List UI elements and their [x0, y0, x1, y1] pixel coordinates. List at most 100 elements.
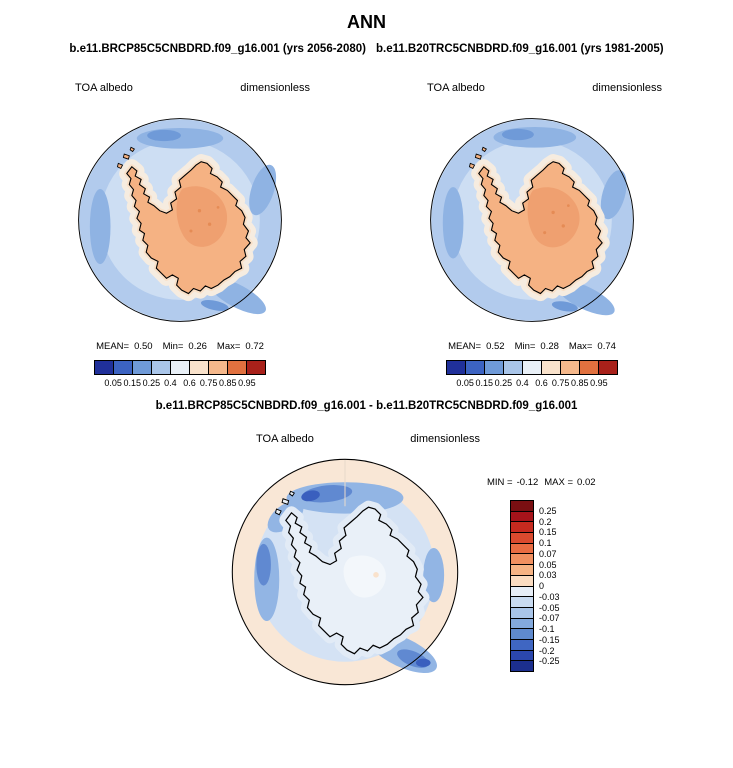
- colorbar-tick-label: 0.85: [219, 378, 237, 388]
- colorbar-cell: [511, 501, 533, 512]
- case-subtitle-row: b.e11.BRCP85C5CNBDRD.f09_g16.001 (yrs 20…: [0, 43, 733, 55]
- colorbar-tick-label: 0.05: [456, 378, 474, 388]
- colorbar-cell: [511, 575, 533, 587]
- colorbar-tick-label: -0.05: [539, 602, 560, 613]
- diff-panel-header: TOA albedo dimensionless: [256, 433, 480, 445]
- min-value: 0.28: [540, 341, 559, 352]
- colorbar-tick-label: -0.25: [539, 656, 560, 667]
- min-value: 0.26: [188, 341, 207, 352]
- units-label: dimensionless: [592, 82, 662, 94]
- colorbar-tick-label: 0.6: [183, 378, 196, 388]
- albedo-colorbar-ticks: 0.05 0.15 0.25 0.4 0.6 0.75 0.85 0.95: [94, 378, 266, 390]
- albedo-colorbar: [94, 360, 266, 375]
- field-label: TOA albedo: [256, 433, 314, 445]
- colorbar-cell: [511, 533, 533, 544]
- albedo-map-20thc: [430, 118, 634, 322]
- colorbar-cell: [190, 361, 209, 374]
- albedo-colorbar-ticks: 0.05 0.15 0.25 0.4 0.6 0.75 0.85 0.95: [446, 378, 618, 390]
- colorbar-cell: [95, 361, 114, 374]
- diff-max-value: 0.02: [577, 477, 596, 488]
- max-label: Max=: [216, 341, 241, 352]
- field-label: TOA albedo: [75, 82, 133, 94]
- colorbar-tick-label: 0.07: [539, 548, 557, 559]
- colorbar-cell: [511, 607, 533, 619]
- colorbar-cell: [511, 543, 533, 555]
- panel-rcp85: TOA albedo dimensionless: [30, 82, 330, 390]
- colorbar-cell: [152, 361, 171, 374]
- units-label: dimensionless: [240, 82, 310, 94]
- colorbar-cell: [523, 361, 542, 374]
- diff-title: b.e11.BRCP85C5CNBDRD.f09_g16.001 - b.e11…: [155, 400, 578, 412]
- colorbar-tick-label: 0.05: [539, 559, 557, 570]
- colorbar-tick-label: 0.25: [539, 505, 557, 516]
- colorbar-cell: [247, 361, 265, 374]
- mean-label: MEAN=: [448, 341, 482, 352]
- colorbar-tick-label: 0.15: [475, 378, 493, 388]
- colorbar-cell: [599, 361, 617, 374]
- mean-label: MEAN=: [96, 341, 130, 352]
- units-label: dimensionless: [410, 433, 480, 445]
- colorbar-cell: [511, 554, 533, 566]
- diff-max-label: MAX =: [544, 477, 574, 488]
- mean-value: 0.50: [134, 341, 153, 352]
- colorbar-tick-label: 0.05: [104, 378, 122, 388]
- colorbar-cell: [580, 361, 599, 374]
- diff-min-label: MIN =: [487, 477, 513, 488]
- colorbar-tick-label: 0.15: [123, 378, 141, 388]
- max-label: Max=: [568, 341, 593, 352]
- plot-title: ANN: [347, 12, 386, 32]
- colorbar-cell: [511, 661, 533, 671]
- field-label: TOA albedo: [427, 82, 485, 94]
- colorbar-cell: [485, 361, 504, 374]
- diff-colorbar: [510, 500, 534, 672]
- stats-row: MEAN= 0.52 Min= 0.28 Max= 0.74: [382, 341, 682, 352]
- colorbar-tick-label: 0.2: [539, 516, 552, 527]
- case-label-right: b.e11.B20TRC5CNBDRD.f09_g16.001 (yrs 198…: [375, 43, 664, 55]
- colorbar-cell: [511, 618, 533, 630]
- colorbar-cell: [466, 361, 485, 374]
- colorbar-cell: [511, 511, 533, 523]
- colorbar-tick-label: 0.03: [539, 570, 557, 581]
- case-label-left: b.e11.BRCP85C5CNBDRD.f09_g16.001 (yrs 20…: [69, 43, 366, 55]
- colorbar-tick-label: -0.03: [539, 591, 560, 602]
- colorbar-tick-label: 0.4: [164, 378, 177, 388]
- max-value: 0.74: [597, 341, 616, 352]
- stats-row: MEAN= 0.50 Min= 0.26 Max= 0.72: [30, 341, 330, 352]
- colorbar-cell: [511, 522, 533, 534]
- albedo-diff-map: [231, 458, 459, 686]
- panel-20thc: TOA albedo dimensionless: [382, 82, 682, 390]
- diff-min-value: -0.12: [516, 477, 539, 488]
- colorbar-cell: [511, 629, 533, 640]
- colorbar-tick-label: 0.25: [494, 378, 513, 388]
- colorbar-tick-label: 0.1: [539, 538, 552, 548]
- diff-minmax: MIN = -0.12 MAX = 0.02: [487, 477, 602, 488]
- colorbar-cell: [511, 597, 533, 608]
- colorbar-tick-label: 0.15: [539, 527, 557, 538]
- colorbar-tick-label: -0.2: [539, 645, 555, 656]
- colorbar-cell: [209, 361, 228, 374]
- colorbar-cell: [171, 361, 190, 374]
- colorbar-cell: [511, 586, 533, 598]
- colorbar-cell: [542, 361, 561, 374]
- colorbar-tick-label: 0.85: [571, 378, 589, 388]
- colorbar-cell: [511, 639, 533, 651]
- colorbar-tick-label: 0.6: [535, 378, 548, 388]
- panel-header: TOA albedo dimensionless: [427, 82, 662, 94]
- colorbar-tick-label: -0.15: [539, 634, 560, 645]
- albedo-map-rcp85: [78, 118, 282, 322]
- colorbar-tick-label: -0.07: [539, 613, 560, 624]
- colorbar-tick-label: 0: [539, 581, 545, 591]
- colorbar-tick-label: -0.1: [539, 624, 555, 634]
- colorbar-cell: [511, 650, 533, 662]
- colorbar-tick-label: 0.25: [142, 378, 161, 388]
- colorbar-cell: [228, 361, 247, 374]
- colorbar-cell: [561, 361, 580, 374]
- colorbar-tick-label: 0.75: [551, 378, 570, 388]
- colorbar-tick-label: 0.95: [590, 378, 608, 388]
- colorbar-cell: [511, 565, 533, 576]
- colorbar-tick-label: 0.4: [516, 378, 529, 388]
- colorbar-tick-label: 0.95: [238, 378, 256, 388]
- colorbar-tick-label: 0.75: [199, 378, 218, 388]
- albedo-colorbar: [446, 360, 618, 375]
